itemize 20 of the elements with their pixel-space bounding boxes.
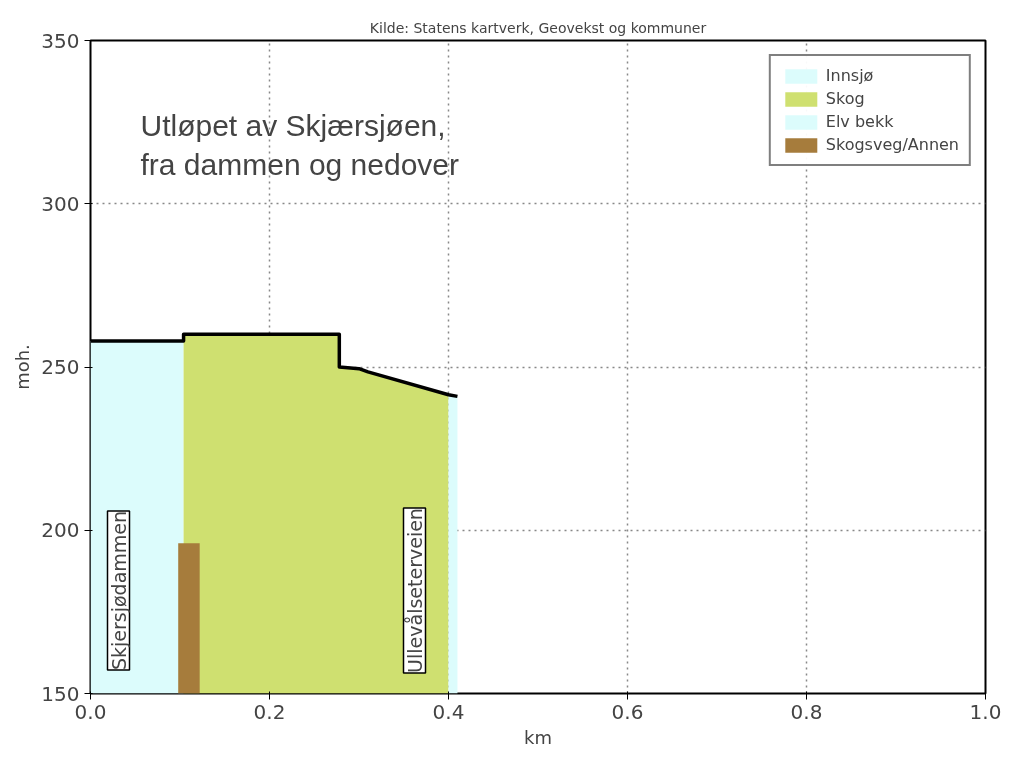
y-tick-label: 350 — [41, 28, 80, 53]
y-tick-label: 250 — [41, 355, 80, 379]
y-tick-label: 300 — [41, 191, 80, 216]
y-axis-title: moh. — [12, 344, 34, 390]
x-tick-label: 0.2 — [253, 699, 286, 724]
x-tick-label: 0.6 — [611, 699, 644, 724]
annotation: Skjersjødammen — [107, 510, 130, 671]
legend-label: Innsjø — [825, 66, 874, 85]
legend-label: Elv bekk — [825, 112, 894, 131]
y-tick-label: 200 — [41, 518, 80, 543]
annotation: Utløpet av Skjærsjøen, fra dammen og nedover — [140, 108, 460, 182]
x-tick-label: 0.8 — [790, 699, 823, 724]
annotation: Ullevålseterveien — [403, 508, 426, 673]
chart-title: Kilde: Statens kartverk, Geovekst og kommuner — [369, 19, 707, 36]
x-tick-label: 1.0 — [969, 699, 1002, 724]
y-tick-label: 150 — [41, 681, 80, 706]
legend-label: Skogsveg/Annen — [825, 135, 959, 154]
x-tick-label: 0.4 — [432, 699, 465, 724]
legend-label: Skog — [825, 89, 865, 108]
x-axis-title: km — [524, 726, 552, 748]
